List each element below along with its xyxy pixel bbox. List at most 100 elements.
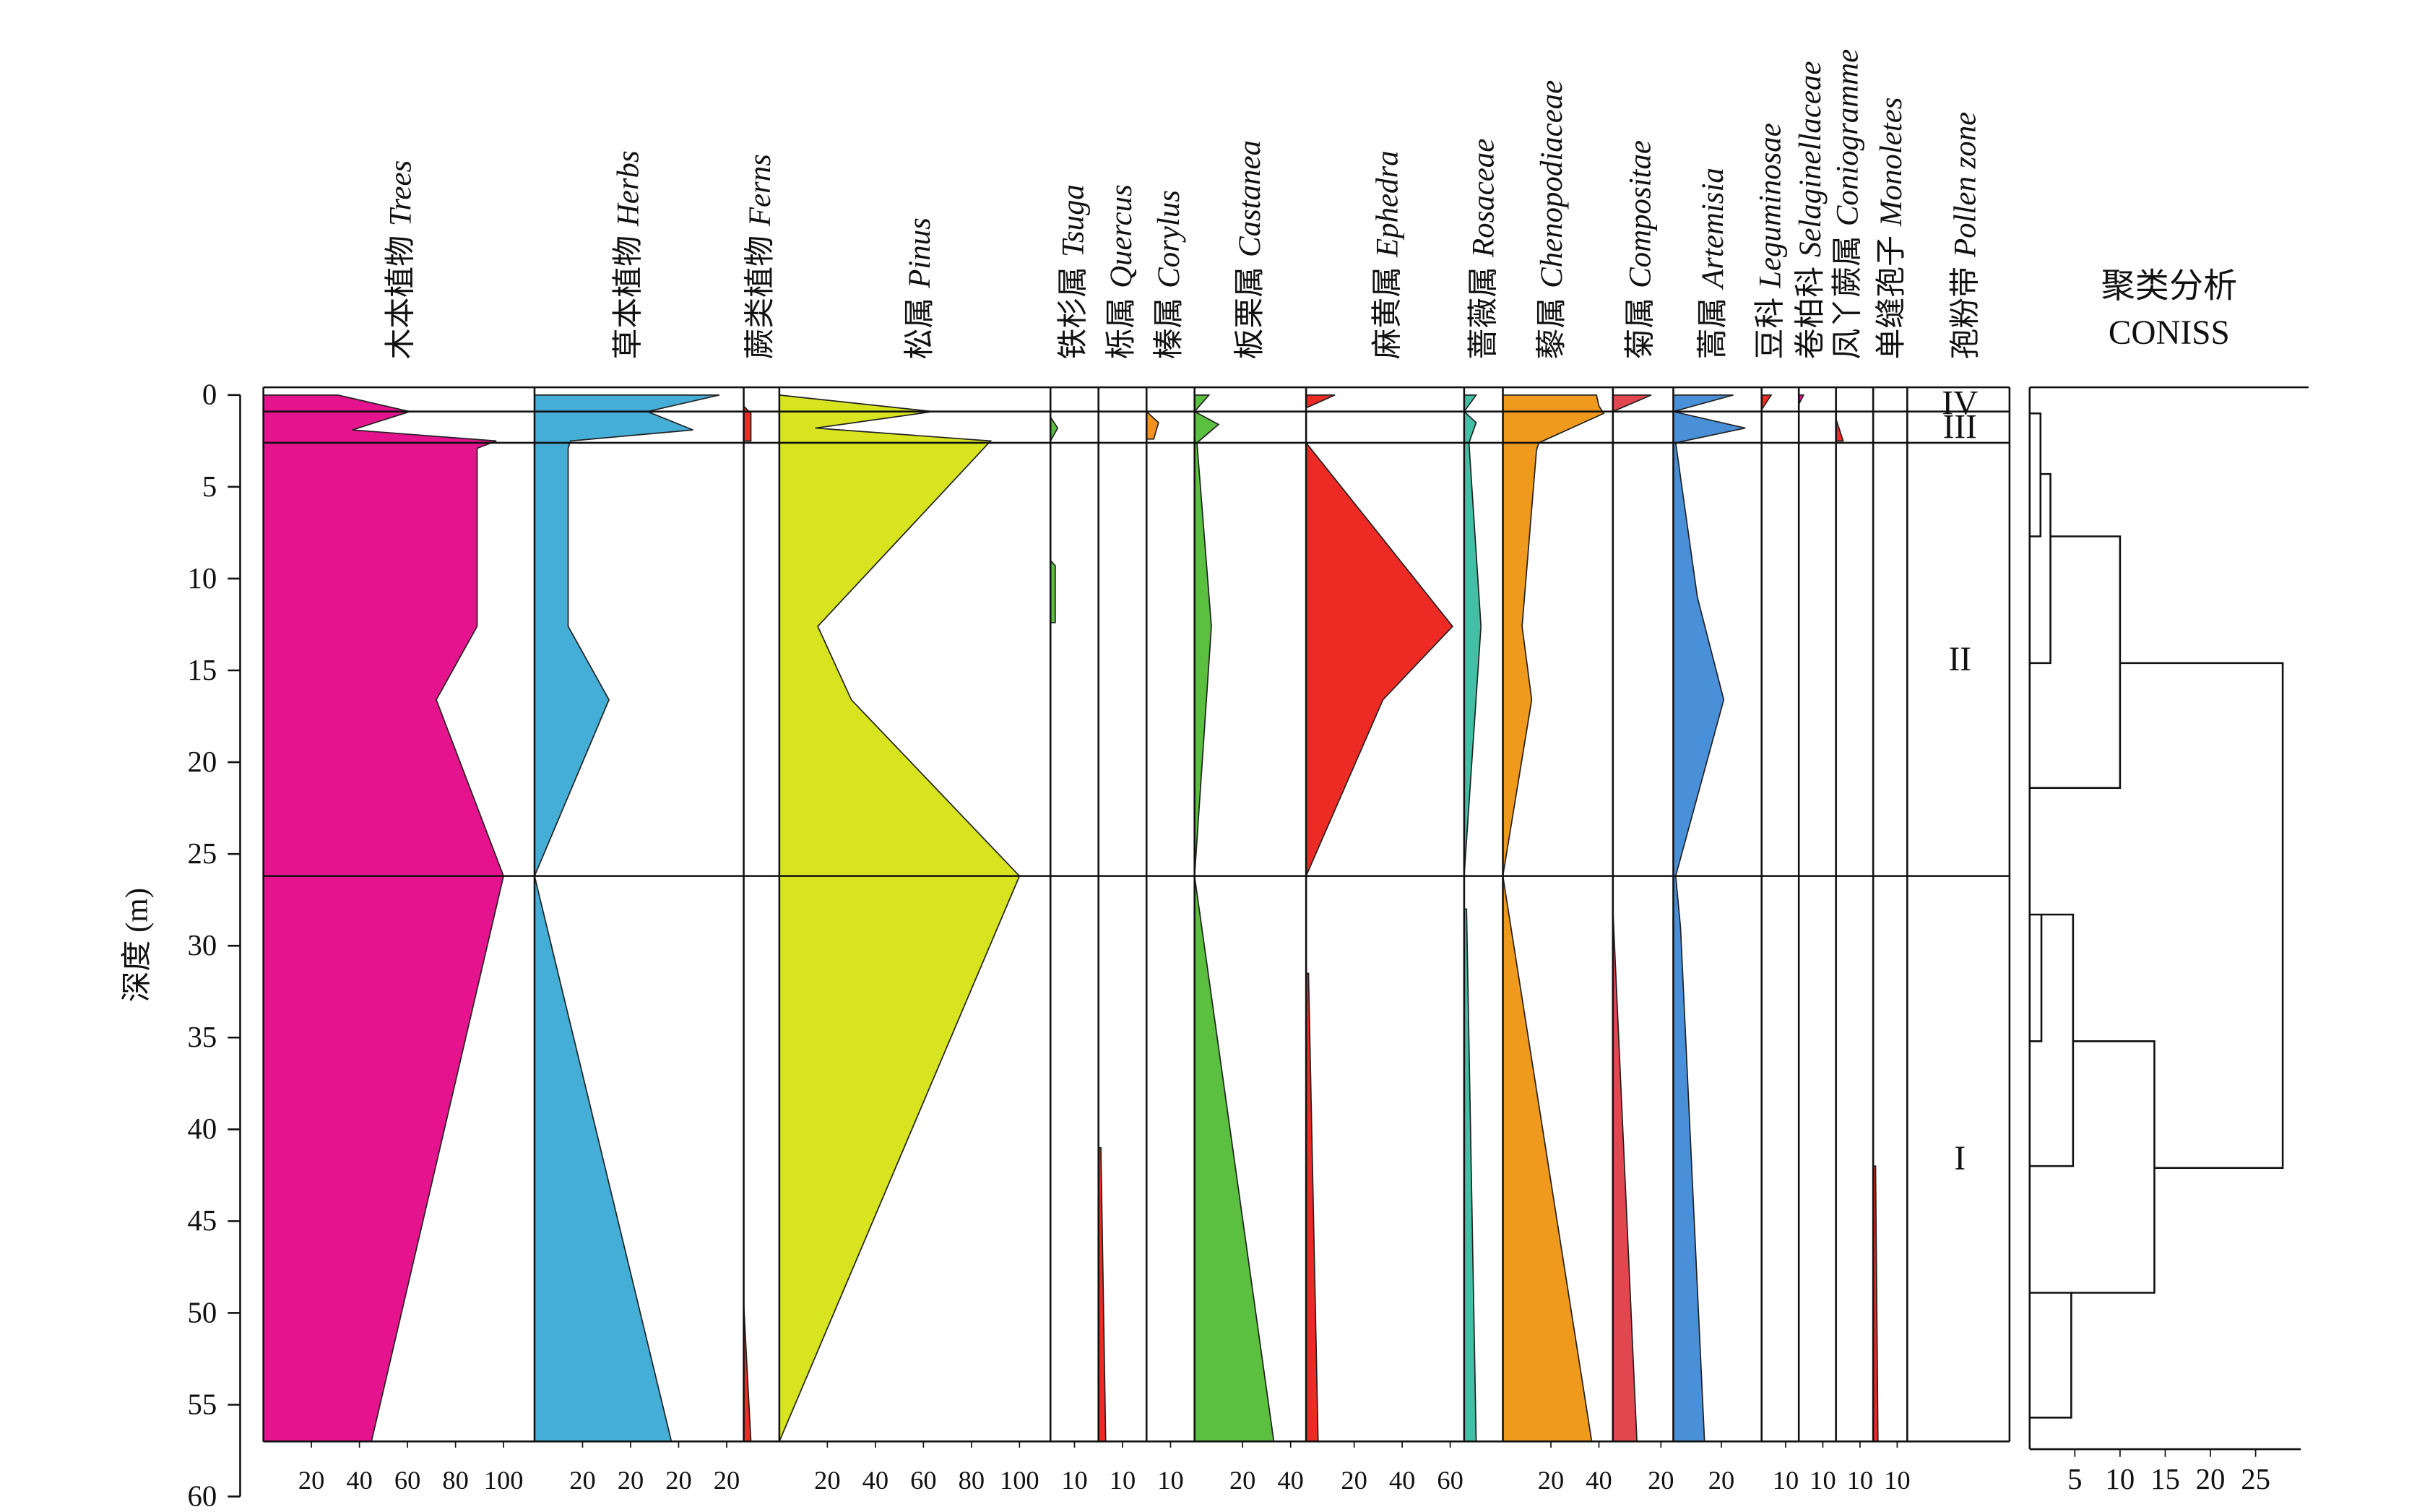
pollen-curve <box>1193 394 1275 1443</box>
x-tick-label: 10 <box>1157 1466 1183 1495</box>
x-tick-label: 60 <box>1437 1466 1463 1495</box>
x-tick-label: 20 <box>1229 1466 1255 1495</box>
pollen-curve <box>1835 418 1844 442</box>
zone-header-latin: Pollen zone <box>1949 112 1983 258</box>
taxon-name-latin: Compositae <box>1623 140 1657 288</box>
x-tick-label: 20 <box>714 1466 740 1495</box>
taxon-label: 凤丫蕨属 Coniogramme <box>1831 49 1865 360</box>
taxon-name-latin: Castanea <box>1233 140 1267 257</box>
taxon-label: 草本植物 Herbs <box>612 150 646 359</box>
x-tick-label: 20 <box>814 1466 840 1495</box>
x-tick-label: 20 <box>569 1466 595 1495</box>
y-tick-label: 15 <box>188 654 217 686</box>
y-tick-label: 40 <box>188 1113 217 1145</box>
taxon-label: 卷柏科 Selaginellaceae <box>1794 61 1828 360</box>
taxon-name-cn: 松属 <box>903 298 937 360</box>
taxon-label: 蔷薇属 Rosaceae <box>1467 139 1501 360</box>
taxon-name-latin: Trees <box>384 160 418 226</box>
dendrogram-link <box>2119 662 2284 1169</box>
pollen-curve <box>1612 909 1638 1443</box>
coniss-tick-label: 15 <box>2150 1463 2180 1495</box>
zone-header: 孢粉带 Pollen zone <box>1949 112 1983 360</box>
taxon-name-latin: Selaginellaceae <box>1794 61 1828 257</box>
dendrogram-link <box>2029 535 2122 789</box>
coniss-subtitle: CONISS <box>2109 314 2230 352</box>
taxon-name-latin: Artemisia <box>1696 168 1730 290</box>
taxon-name-cn: 蔷薇属 <box>1467 267 1501 360</box>
taxon-name-cn: 菊属 <box>1623 298 1657 360</box>
pollen-curve <box>1305 441 1454 876</box>
taxon-label: 豆科 Leguminosae <box>1753 123 1787 359</box>
x-tick-label: 20 <box>1538 1466 1564 1495</box>
taxon-name-latin: Leguminosae <box>1753 123 1787 289</box>
x-tick-label: 20 <box>298 1466 324 1495</box>
x-tick-label: 20 <box>1648 1466 1674 1495</box>
x-tick-label: 40 <box>1277 1466 1303 1495</box>
taxon-name-latin: Tsuga <box>1056 184 1090 257</box>
taxon-label: 菊属 Compositae <box>1623 140 1657 359</box>
dendrogram-link <box>2071 1040 2156 1294</box>
y-tick-label: 30 <box>188 929 217 962</box>
pollen-curve <box>1097 1146 1107 1443</box>
taxon-label: 松属 Pinus <box>903 217 937 359</box>
taxon-label: 麻黄属 Ephedra <box>1371 150 1405 359</box>
taxon-name-latin: Coniogramme <box>1831 49 1865 226</box>
y-tick-label: 50 <box>188 1296 217 1329</box>
taxon-name-cn: 凤丫蕨属 <box>1831 236 1865 359</box>
taxon-label: 木本植物 Trees <box>384 160 418 360</box>
y-tick-label: 25 <box>188 837 217 870</box>
taxon-name-latin: Pinus <box>903 217 937 289</box>
taxon-label: 藜属 Chenopodiaceae <box>1535 80 1569 360</box>
taxon-name-cn: 蒿属 <box>1696 298 1730 360</box>
y-axis-label: 深度 (m) <box>121 888 155 1002</box>
pollen-curve <box>1463 394 1482 876</box>
taxon-label: 蕨类植物 Ferns <box>743 154 777 359</box>
zone-label: III <box>1943 408 1977 446</box>
coniss-tick-label: 25 <box>2241 1463 2270 1495</box>
taxon-name-latin: Herbs <box>612 150 646 227</box>
taxon-label: 榛属 Corylus <box>1152 190 1186 359</box>
zone-label: II <box>1949 641 1971 678</box>
x-tick-label: 100 <box>1000 1466 1039 1495</box>
x-tick-label: 20 <box>618 1466 644 1495</box>
pollen-curve <box>1146 410 1159 440</box>
taxon-name-cn: 单缝孢子 <box>1875 236 1908 359</box>
x-tick-label: 10 <box>1884 1466 1910 1495</box>
dendrogram-link <box>2029 472 2051 665</box>
x-tick-label: 40 <box>1586 1466 1612 1495</box>
taxon-name-latin: Quercus <box>1104 184 1138 288</box>
pollen-curve <box>1050 415 1059 444</box>
taxon-name-latin: Ephedra <box>1371 150 1405 258</box>
taxon-label: 单缝孢子 Monoletes <box>1875 98 1908 360</box>
x-tick-label: 10 <box>1847 1466 1873 1495</box>
taxon-name-cn: 木本植物 <box>384 236 418 359</box>
dendrogram-link <box>2029 412 2042 537</box>
y-tick-label: 0 <box>202 379 217 411</box>
taxon-name-cn: 豆科 <box>1753 298 1787 360</box>
zone-header-cn: 孢粉带 <box>1949 267 1983 360</box>
pollen-curve <box>743 1303 752 1443</box>
coniss-tick-label: 10 <box>2106 1463 2135 1495</box>
x-tick-label: 10 <box>1061 1466 1087 1495</box>
taxon-name-cn: 麻黄属 <box>1371 267 1405 360</box>
taxon-name-cn: 铁杉属 <box>1056 267 1090 360</box>
taxon-label: 栎属 Quercus <box>1104 184 1138 359</box>
pollen-curve <box>1672 394 1746 1443</box>
y-tick-label: 35 <box>188 1021 217 1053</box>
pollen-curve <box>779 394 1021 1442</box>
taxon-name-cn: 栎属 <box>1104 298 1138 360</box>
taxon-name-cn: 板栗属 <box>1233 267 1267 360</box>
pollen-curve <box>534 394 720 1443</box>
y-tick-label: 5 <box>202 470 217 503</box>
coniss-tick-label: 20 <box>2196 1463 2226 1495</box>
y-tick-label: 55 <box>188 1388 217 1420</box>
x-tick-label: 40 <box>346 1466 372 1495</box>
x-tick-label: 10 <box>1110 1466 1136 1495</box>
coniss-tick-label: 5 <box>2067 1463 2082 1495</box>
coniss-title: 聚类分析 <box>2101 268 2237 306</box>
pollen-curve <box>1305 394 1336 409</box>
zone-label: IV <box>1942 384 1978 422</box>
pollen-curve <box>1502 394 1605 1443</box>
